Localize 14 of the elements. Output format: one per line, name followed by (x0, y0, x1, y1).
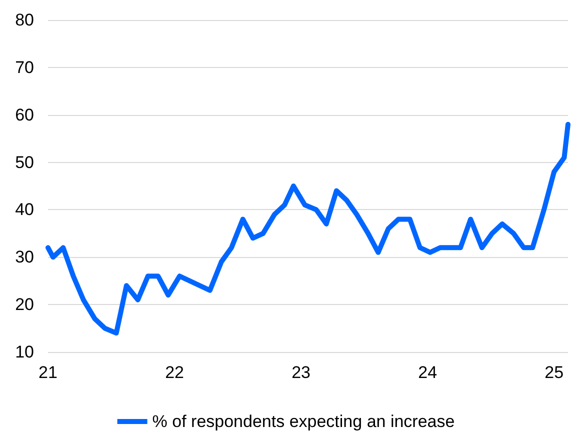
x-tick-label: 22 (165, 363, 184, 382)
y-tick-label: 40 (15, 200, 34, 220)
x-tick-label: 23 (292, 363, 310, 382)
x-tick-label: 21 (38, 363, 58, 382)
x-tick-label: 25 (544, 363, 564, 382)
y-tick-label: 20 (15, 295, 34, 314)
y-tick-label: 60 (15, 105, 34, 124)
y-tick-label: 80 (15, 10, 34, 30)
legend-label: % of respondents expecting an increase (152, 412, 455, 431)
y-tick-label: 10 (15, 342, 34, 362)
x-tick-label: 24 (418, 363, 438, 382)
y-tick-label: 30 (15, 248, 34, 267)
y-tick-label: 70 (15, 58, 34, 77)
y-tick-label: 50 (15, 152, 34, 172)
